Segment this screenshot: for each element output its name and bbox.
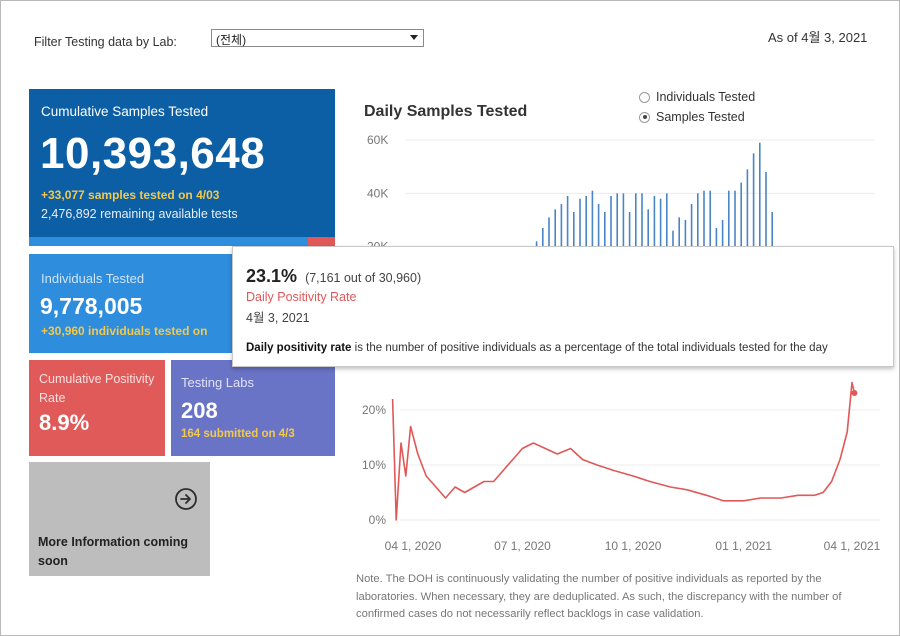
highlighted-point[interactable] <box>851 389 858 396</box>
cumulative-samples-value: 10,393,648 <box>40 129 266 178</box>
line-y-tick-label: 0% <box>369 513 387 527</box>
line-x-tick-label: 10 1, 2020 <box>605 539 662 553</box>
daily-sample-bar <box>721 220 724 248</box>
daily-sample-bar <box>728 190 730 248</box>
arrow-right-circle-icon[interactable] <box>175 488 197 510</box>
daily-samples-bar-chart: 20K 40K 60K <box>367 133 875 248</box>
tooltip-rate: 23.1% (7,161 out of 30,960) <box>246 266 421 287</box>
line-y-tick-label: 10% <box>362 458 386 472</box>
daily-sample-bar <box>604 212 606 248</box>
radio-button-icon <box>639 91 650 103</box>
tooltip-rate-detail: (7,161 out of 30,960) <box>305 271 422 285</box>
tooltip-description-term: Daily positivity rate <box>246 342 352 354</box>
more-information-text: More Information coming soon <box>38 535 188 568</box>
radio-individuals-tested[interactable]: Individuals Tested <box>639 87 755 107</box>
daily-sample-bar <box>535 241 538 248</box>
filter-label: Filter Testing data by Lab: <box>34 35 177 49</box>
individuals-tested-title: Individuals Tested <box>41 271 145 286</box>
daily-sample-bar <box>709 190 711 248</box>
radio-button-selected-icon <box>639 111 650 123</box>
labs-submitted: 164 submitted on 4/3 <box>181 428 295 440</box>
chevron-down-icon <box>410 35 418 40</box>
tooltip-rate-value: 23.1% <box>246 266 298 286</box>
bar-y-tick-label: 60K <box>367 133 388 147</box>
daily-sample-bar <box>548 217 550 248</box>
daily-sample-bar <box>573 212 575 248</box>
daily-samples-chart-title: Daily Samples Tested <box>364 103 528 120</box>
testing-labs-value: 208 <box>181 398 218 423</box>
tooltip-description-text: is the number of positive individuals as… <box>351 342 828 354</box>
daily-sample-bar <box>752 153 755 248</box>
cumulative-samples-tile: Cumulative Samples Tested 10,393,648 +33… <box>29 89 335 246</box>
positive-strip <box>308 237 335 246</box>
cumulative-positivity-value: 8.9% <box>39 410 90 435</box>
individuals-tested-today: +30,960 individuals tested on <box>41 324 208 338</box>
line-x-tick-label: 04 1, 2021 <box>824 539 881 553</box>
individuals-strip <box>29 237 308 246</box>
testing-labs-title: Testing Labs <box>181 375 254 390</box>
individuals-tested-value: 9,778,005 <box>40 293 143 319</box>
tooltip-date: 4월 3, 2021 <box>246 311 310 325</box>
daily-sample-bar <box>715 228 718 248</box>
tooltip-description: Daily positivity rate is the number of p… <box>246 342 828 354</box>
testing-labs-tile[interactable]: Testing Labs 208 164 submitted on 4/3 <box>171 360 335 456</box>
daily-sample-bar <box>591 190 594 248</box>
remaining-tests: 2,476,892 remaining available tests <box>41 207 238 221</box>
positivity-tooltip: 23.1% (7,161 out of 30,960) Daily Positi… <box>232 246 894 367</box>
daily-sample-bar <box>635 193 637 248</box>
daily-sample-bar <box>678 217 680 248</box>
daily-sample-bar <box>653 196 656 248</box>
daily-sample-bar <box>566 196 569 248</box>
daily-sample-bar <box>641 193 643 248</box>
daily-sample-bar <box>647 209 649 248</box>
daily-sample-bar <box>666 193 668 248</box>
line-y-tick-label: 20% <box>362 403 386 417</box>
bar-y-tick-label: 40K <box>367 186 388 200</box>
daily-sample-bar <box>542 228 544 248</box>
samples-tested-today: +33,077 samples tested on 4/03 <box>41 188 220 202</box>
tooltip-metric-label: Daily Positivity Rate <box>246 290 357 304</box>
cumulative-positivity-tile[interactable]: Cumulative Positivity Rate 8.9% <box>29 360 165 456</box>
line-x-tick-label: 07 1, 2020 <box>494 539 551 553</box>
line-x-tick-label: 01 1, 2021 <box>715 539 772 553</box>
daily-sample-bar <box>684 220 687 248</box>
daily-sample-bar <box>554 209 556 248</box>
daily-sample-bar <box>734 190 736 248</box>
daily-sample-bar <box>616 193 618 248</box>
more-information-tile[interactable]: More Information coming soon <box>29 462 210 576</box>
daily-sample-bar <box>610 196 612 248</box>
radio-samples-tested[interactable]: Samples Tested <box>639 107 755 127</box>
line-x-tick-label: 04 1, 2020 <box>385 539 442 553</box>
daily-sample-bar <box>765 172 767 248</box>
as-of-date: As of 4월 3, 2021 <box>768 30 868 45</box>
daily-sample-bar <box>628 212 631 248</box>
radio-individuals-label: Individuals Tested <box>656 90 756 104</box>
daily-sample-bar <box>703 190 705 248</box>
daily-sample-bar <box>579 198 581 248</box>
daily-sample-bar <box>697 193 699 248</box>
daily-sample-bar <box>740 182 742 248</box>
daily-sample-bar <box>597 204 600 248</box>
cumulative-samples-title: Cumulative Samples Tested <box>41 104 209 119</box>
daily-sample-bar <box>659 198 662 248</box>
daily-sample-bar <box>771 212 773 248</box>
daily-sample-bar <box>585 196 587 248</box>
daily-positivity-line-chart: 0% 10% 20% 04 1, 2020 07 1, 2020 10 1, 2020 01… <box>362 381 881 553</box>
daily-sample-bar <box>622 193 625 248</box>
daily-sample-bar <box>672 230 674 248</box>
lab-filter-value: (전체) <box>216 33 247 47</box>
daily-sample-bar <box>759 142 761 248</box>
radio-samples-label: Samples Tested <box>656 110 745 124</box>
positivity-rate-line <box>391 381 856 521</box>
bar-y-tick-label: 20K <box>367 240 388 248</box>
daily-sample-bar <box>690 204 693 248</box>
lab-filter-dropdown[interactable]: (전체) <box>211 29 424 47</box>
data-note: Note. The DOH is continuously validating… <box>356 573 842 620</box>
cumulative-positivity-title: Cumulative Positivity Rate <box>39 372 155 405</box>
chart-mode-toggle: Individuals Tested Samples Tested <box>639 87 755 127</box>
daily-sample-bar <box>560 204 563 248</box>
daily-sample-bar <box>746 169 749 248</box>
